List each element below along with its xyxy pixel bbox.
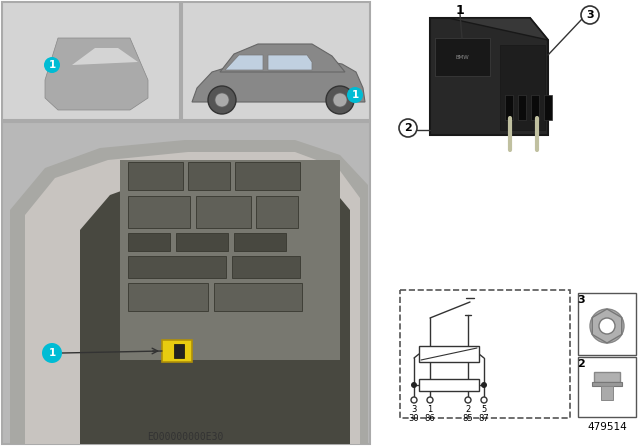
- FancyBboxPatch shape: [2, 2, 180, 120]
- Text: EO00000000E30: EO00000000E30: [147, 432, 223, 442]
- FancyBboxPatch shape: [188, 162, 230, 190]
- FancyBboxPatch shape: [419, 346, 479, 362]
- Polygon shape: [220, 44, 345, 72]
- Text: 5: 5: [481, 405, 486, 414]
- Circle shape: [481, 382, 487, 388]
- FancyBboxPatch shape: [128, 196, 190, 228]
- Text: BMW: BMW: [455, 55, 469, 60]
- Text: 87: 87: [479, 414, 490, 422]
- Text: 1: 1: [456, 4, 465, 17]
- Text: 3: 3: [412, 405, 417, 414]
- FancyBboxPatch shape: [128, 233, 170, 251]
- FancyBboxPatch shape: [128, 256, 226, 278]
- Text: 85: 85: [463, 414, 474, 422]
- FancyBboxPatch shape: [214, 283, 302, 311]
- Polygon shape: [594, 372, 620, 382]
- Text: 1: 1: [351, 90, 358, 100]
- FancyBboxPatch shape: [176, 233, 228, 251]
- FancyBboxPatch shape: [531, 95, 539, 120]
- Text: 1: 1: [428, 405, 433, 414]
- Polygon shape: [45, 38, 148, 110]
- Circle shape: [333, 93, 347, 107]
- Circle shape: [411, 382, 417, 388]
- FancyBboxPatch shape: [120, 160, 340, 360]
- Polygon shape: [430, 18, 548, 40]
- Polygon shape: [10, 140, 368, 444]
- Circle shape: [411, 397, 417, 403]
- FancyBboxPatch shape: [128, 283, 208, 311]
- FancyBboxPatch shape: [162, 340, 192, 362]
- FancyBboxPatch shape: [544, 95, 552, 120]
- Text: 2: 2: [577, 359, 585, 369]
- Text: 86: 86: [424, 414, 435, 422]
- Polygon shape: [592, 382, 622, 386]
- Circle shape: [42, 343, 62, 363]
- FancyBboxPatch shape: [235, 162, 300, 190]
- Circle shape: [481, 397, 487, 403]
- FancyBboxPatch shape: [196, 196, 251, 228]
- FancyBboxPatch shape: [128, 162, 183, 190]
- FancyBboxPatch shape: [435, 38, 490, 76]
- Circle shape: [427, 397, 433, 403]
- Polygon shape: [25, 152, 360, 444]
- Text: 1: 1: [49, 348, 56, 358]
- FancyBboxPatch shape: [232, 256, 300, 278]
- Polygon shape: [192, 60, 365, 102]
- Circle shape: [599, 318, 615, 334]
- Circle shape: [208, 86, 236, 114]
- Circle shape: [399, 119, 417, 137]
- FancyBboxPatch shape: [518, 95, 526, 120]
- Text: 3: 3: [586, 10, 594, 20]
- FancyBboxPatch shape: [234, 233, 286, 251]
- Text: 479514: 479514: [587, 422, 627, 432]
- Text: 3: 3: [577, 295, 585, 305]
- Circle shape: [465, 397, 471, 403]
- Text: 30: 30: [409, 414, 419, 422]
- Circle shape: [347, 87, 363, 103]
- FancyBboxPatch shape: [2, 122, 370, 444]
- Polygon shape: [430, 18, 548, 135]
- FancyBboxPatch shape: [578, 293, 636, 355]
- Polygon shape: [268, 55, 312, 70]
- FancyBboxPatch shape: [400, 290, 570, 418]
- Circle shape: [44, 57, 60, 73]
- FancyBboxPatch shape: [578, 357, 636, 417]
- FancyBboxPatch shape: [256, 196, 298, 228]
- Text: 2: 2: [465, 405, 470, 414]
- FancyBboxPatch shape: [174, 344, 184, 358]
- Text: 2: 2: [404, 123, 412, 133]
- FancyBboxPatch shape: [182, 2, 370, 120]
- FancyBboxPatch shape: [419, 379, 479, 391]
- Circle shape: [590, 309, 624, 343]
- Circle shape: [326, 86, 354, 114]
- Polygon shape: [80, 168, 350, 444]
- Polygon shape: [72, 48, 138, 65]
- Text: 1: 1: [49, 60, 56, 70]
- Circle shape: [215, 93, 229, 107]
- Polygon shape: [601, 386, 613, 400]
- Polygon shape: [225, 55, 263, 70]
- Circle shape: [581, 6, 599, 24]
- FancyBboxPatch shape: [505, 95, 513, 120]
- FancyBboxPatch shape: [500, 45, 545, 130]
